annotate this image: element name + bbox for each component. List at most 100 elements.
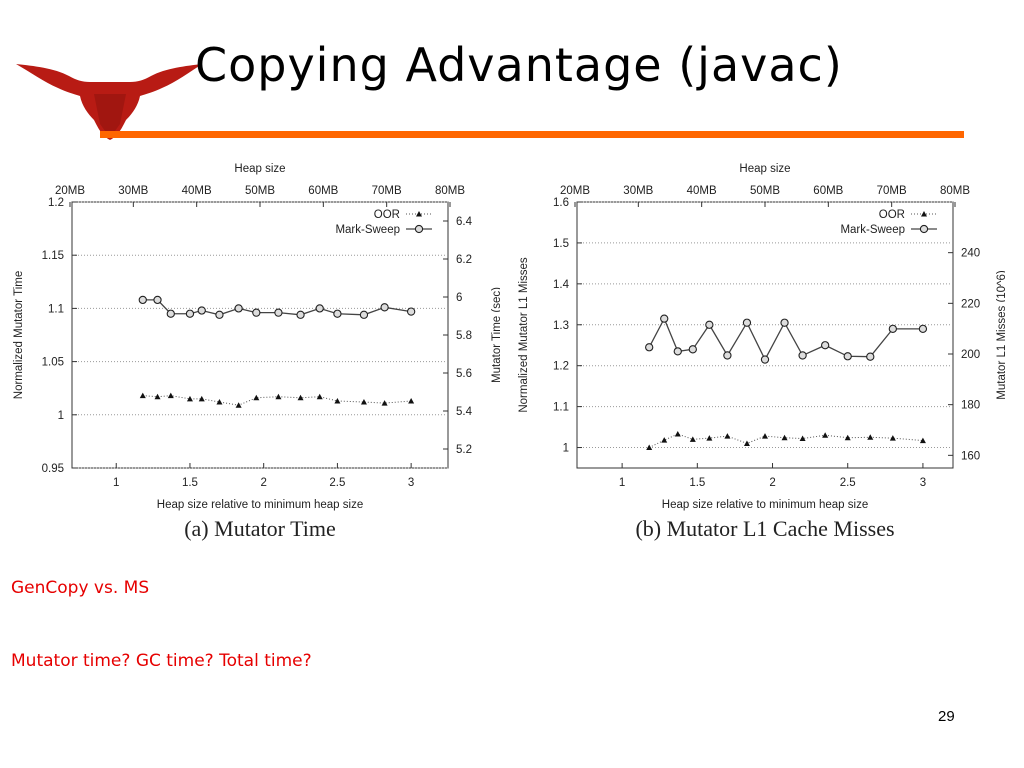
x-tick-label: 1.5 (182, 477, 198, 489)
y2-tick-label: 5.8 (456, 330, 472, 342)
mark-sweep-point (197, 306, 206, 315)
page-number: 29 (938, 708, 955, 725)
y-tick-label: 1.6 (553, 197, 569, 209)
mark-sweep-point (645, 343, 654, 352)
oor-point (706, 435, 713, 441)
top-tick-label: 70MB (877, 185, 907, 197)
y2-tick-label: 180 (961, 400, 980, 412)
x-tick-label: 1.5 (689, 477, 705, 489)
y-tick-label: 1.1 (48, 303, 64, 315)
mark-sweep-point (705, 320, 714, 329)
oor-point (661, 437, 668, 443)
mark-sweep-point (215, 310, 224, 319)
oor-point (689, 436, 696, 442)
mark-sweep-point (296, 310, 305, 319)
oor-point (844, 434, 851, 441)
oor-point (154, 393, 161, 400)
y-tick-label: 1.1 (553, 402, 569, 414)
oor-point (198, 395, 205, 402)
oor-point (822, 432, 829, 438)
slide-title: Copying Advantage (javac) (195, 38, 843, 92)
legend-label-mark-sweep: Mark-Sweep (335, 224, 400, 236)
oor-point (674, 431, 681, 437)
top-tick-label: 30MB (623, 185, 653, 197)
oor-point (186, 395, 193, 402)
x-axis-label: Heap size relative to minimum heap size (662, 499, 868, 511)
mark-sweep-point (406, 307, 416, 316)
y2-tick-label: 220 (961, 298, 980, 310)
oor-point (408, 397, 415, 404)
plot-frame (71, 201, 449, 469)
series-line-oor (648, 433, 923, 448)
x-tick-label: 2.5 (840, 477, 856, 489)
top-tick-label: 60MB (308, 185, 338, 197)
y2-tick-label: 5.6 (456, 368, 472, 380)
chart-caption: (a) Mutator Time (184, 516, 336, 541)
y2-tick-label: 6.2 (456, 254, 472, 266)
oor-point (216, 399, 223, 405)
oor-point (889, 435, 896, 441)
x-tick-label: 3 (920, 477, 926, 489)
oor-point (646, 444, 653, 451)
x-axis-label: Heap size relative to minimum heap size (157, 499, 363, 511)
y-tick-label: 1.2 (553, 361, 569, 373)
y-tick-label: 1.2 (48, 197, 64, 209)
legend-marker-mark-sweep (414, 224, 424, 234)
y-axis-label: Normalized Mutator L1 Misses (518, 257, 530, 413)
y2-tick-label: 5.2 (456, 444, 472, 456)
y2-tick-label: 5.4 (456, 406, 473, 418)
mark-sweep-point (780, 318, 789, 327)
top-tick-label: 80MB (940, 185, 970, 197)
oor-point (381, 400, 388, 406)
top-tick-label: 80MB (435, 185, 465, 197)
y-tick-label: 0.95 (42, 463, 64, 475)
y-tick-label: 1.4 (553, 279, 570, 291)
legend-label-oor: OOR (374, 209, 400, 221)
oor-point (762, 433, 768, 439)
x-tick-label: 1 (619, 477, 625, 489)
mark-sweep-point (918, 324, 928, 334)
oor-point (297, 394, 304, 401)
plot-frame (576, 201, 954, 469)
mark-sweep-point (821, 341, 830, 350)
mark-sweep-point (723, 351, 732, 360)
x-tick-label: 1 (113, 477, 119, 489)
mark-sweep-point (866, 352, 875, 361)
y2-tick-label: 240 (961, 248, 980, 260)
mark-sweep-point (234, 304, 243, 313)
mark-sweep-point (333, 309, 342, 318)
mark-sweep-point (315, 304, 324, 313)
y-tick-label: 1.15 (42, 250, 64, 262)
legend-marker-mark-sweep (919, 224, 929, 234)
x-tick-label: 3 (408, 477, 414, 489)
y2-tick-label: 6.4 (456, 216, 473, 228)
y-tick-label: 1.3 (553, 320, 569, 332)
chart-caption: (b) Mutator L1 Cache Misses (635, 516, 894, 541)
top-tick-label: 50MB (750, 185, 780, 197)
mark-sweep-point (380, 303, 389, 312)
legend-label-mark-sweep: Mark-Sweep (840, 224, 905, 236)
title-underline (100, 131, 964, 138)
top-tick-label: 30MB (118, 185, 148, 197)
oor-point (139, 392, 146, 399)
legend-marker-oor (416, 211, 422, 217)
y2-axis-label: Mutator L1 Misses (10^6) (996, 270, 1005, 400)
mark-sweep-point (359, 310, 369, 319)
mark-sweep-point (798, 351, 807, 360)
y-tick-label: 1 (58, 410, 64, 422)
mark-sweep-point (252, 308, 261, 317)
mark-sweep-point (138, 295, 147, 305)
y-tick-label: 1.05 (42, 357, 64, 369)
mark-sweep-point (153, 295, 162, 305)
top-tick-label: 40MB (182, 185, 212, 197)
oor-point (334, 397, 341, 404)
mutator-l1-misses-chart: 1 1.1 1.2 1.3 1.4 1.5 1.6 160 180 200 220 240 1 1.5 2 2… (505, 150, 1005, 550)
mark-sweep-point (185, 309, 195, 318)
top-tick-label: 20MB (560, 185, 590, 197)
oor-point (253, 394, 260, 401)
y-tick-label: 1.5 (553, 238, 569, 250)
top-axis-label: Heap size (234, 163, 285, 175)
mark-sweep-point (673, 347, 682, 356)
mark-sweep-point (843, 352, 852, 361)
top-tick-label: 70MB (372, 185, 402, 197)
